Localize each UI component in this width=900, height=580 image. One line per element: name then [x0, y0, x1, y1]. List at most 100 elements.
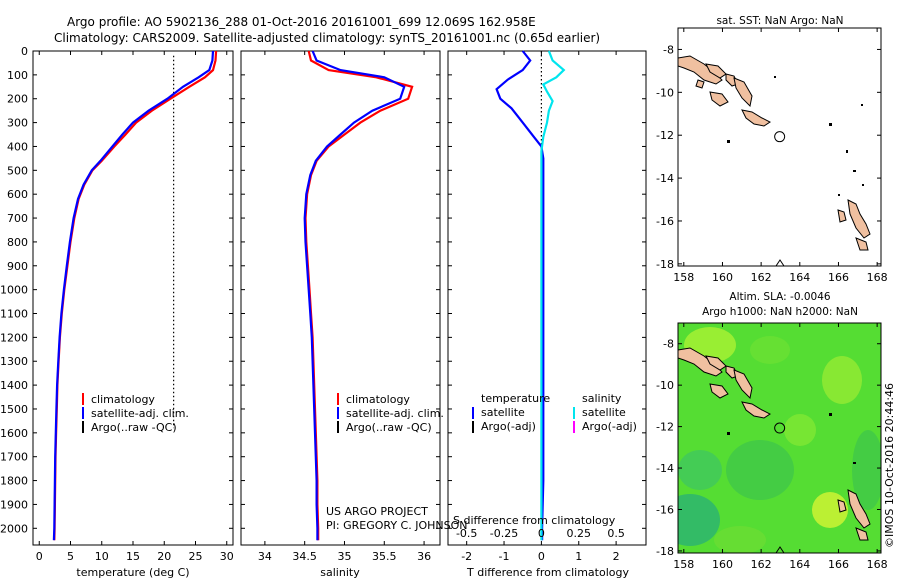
x-tick-label: -2	[461, 550, 472, 563]
island	[705, 355, 727, 371]
figure-title-line1: Argo profile: AO 5902136_288 01-Oct-2016…	[67, 15, 536, 29]
map-x-tick-label: 162	[751, 271, 772, 284]
map-x-tick-label: 166	[828, 271, 849, 284]
map-y-tick-label: -10	[656, 86, 674, 99]
x-tick-label: -1	[499, 550, 510, 563]
x-tick-label: 30	[220, 550, 234, 563]
temperature-panel: 0 5 10 15 20 25 30 temperature (deg C) climato…	[32, 50, 234, 579]
sst-map-ticks: 158 160 162 164 166 168 -8 -10 -12 -14 -16 -18	[656, 28, 888, 284]
float-location-marker	[774, 131, 786, 143]
s-difference-tick-labels: -0.5 -0.25 0 0.25 0.5	[456, 527, 625, 540]
islet	[727, 432, 730, 435]
island	[847, 489, 871, 529]
series-line	[53, 50, 218, 541]
sla-blob	[822, 356, 862, 404]
salinity-panel: 34 34.5 35 35.5 36 salinity climatology sate…	[240, 50, 467, 579]
temperature-series	[52, 50, 218, 541]
islet	[862, 184, 864, 186]
island	[741, 401, 771, 419]
x-tick-label: 0	[538, 550, 545, 563]
map-marker	[775, 259, 785, 266]
islet	[853, 170, 856, 172]
salinity-legend: climatology satellite-adj. clim. Argo(..…	[337, 393, 444, 434]
pressure-tick-label: 0	[21, 45, 28, 58]
map-y-tick-label: -14	[656, 172, 674, 185]
x-tick-label: 2	[613, 550, 620, 563]
legend-argo: Argo(..raw -QC)	[91, 421, 177, 434]
difference-panel: -2 -1 0 1 2 T difference from climatology S …	[447, 50, 647, 579]
island	[678, 347, 723, 377]
x-tick-label: 10	[95, 550, 109, 563]
float-location-marker	[774, 422, 786, 434]
sst-map-frame	[677, 27, 882, 267]
sst-map: sat. SST: NaN Argo: NaN 158 160 162 164 166 1…	[656, 15, 888, 284]
pressure-tick-label: 1600	[0, 427, 28, 440]
island	[837, 209, 847, 223]
map-x-tick-label: 168	[867, 271, 888, 284]
legend-t-satellite: satellite	[481, 406, 525, 419]
series-line	[304, 50, 414, 541]
t-difference-xlabel: T difference from climatology	[466, 566, 629, 579]
island	[837, 499, 847, 513]
pressure-tick-label: 1700	[0, 451, 28, 464]
sla-blob	[678, 494, 720, 546]
map-y-tick-label: -18	[656, 258, 674, 271]
legend-climatology: climatology	[346, 393, 410, 406]
sla-map-frame	[677, 322, 882, 554]
islet	[846, 150, 848, 153]
sla-blob	[726, 440, 794, 500]
figure-title-line2: Climatology: CARS2009. Satellite-adjuste…	[54, 31, 600, 45]
imos-watermark: ©IMOS 10-Oct-2016 20:44:46	[883, 383, 896, 548]
pressure-tick-label: 1900	[0, 498, 28, 511]
pressure-tick-label: 700	[7, 212, 28, 225]
pressure-tick-label: 600	[7, 188, 28, 201]
x-tick-label: 0	[36, 550, 43, 563]
series-line	[303, 50, 406, 541]
pressure-tick-label: 800	[7, 236, 28, 249]
temperature-y-ticks	[33, 50, 233, 529]
legend-satellite-adj: satellite-adj. clim.	[91, 407, 189, 420]
salinity-frame	[240, 50, 441, 546]
sla-blob	[714, 526, 766, 553]
pressure-tick-label: 1800	[0, 475, 28, 488]
map-y-tick-label: -14	[656, 462, 674, 475]
islet	[727, 140, 730, 143]
island	[678, 55, 723, 85]
difference-series	[495, 50, 566, 541]
pressure-tick-label: 200	[7, 93, 28, 106]
map-marker	[775, 546, 785, 553]
island	[733, 369, 753, 400]
sla-blob	[750, 336, 790, 364]
x-tick-label: 25	[189, 550, 203, 563]
islet	[853, 462, 856, 464]
pressure-tick-label: 1300	[0, 355, 28, 368]
pressure-tick-label: 100	[7, 69, 28, 82]
pressure-tick-label: 300	[7, 117, 28, 130]
map-y-tick-label: -16	[656, 503, 674, 516]
island	[855, 527, 869, 541]
islet	[838, 194, 840, 196]
pressure-tick-label: 1500	[0, 403, 28, 416]
pressure-tick-label: 400	[7, 140, 28, 153]
s-difference-label: S difference from climatology	[453, 514, 616, 527]
pressure-tick-label: 1400	[0, 379, 28, 392]
map-x-tick-label: 164	[789, 558, 810, 571]
island	[855, 237, 869, 251]
map-y-tick-label: -16	[656, 215, 674, 228]
map-x-tick-label: 164	[789, 271, 810, 284]
difference-legend: temperature satellite Argo(-adj) salinit…	[472, 392, 637, 433]
map-x-tick-label: 168	[867, 558, 888, 571]
pressure-tick-label: 1000	[0, 284, 28, 297]
x-tick-label: 35.5	[372, 550, 397, 563]
map-y-tick-label: -12	[656, 129, 674, 142]
island	[709, 383, 729, 399]
pressure-tick-label: 2000	[0, 522, 28, 535]
temperature-xlabel: temperature (deg C)	[76, 566, 189, 579]
legend-satellite-adj: satellite-adj. clim.	[346, 407, 444, 420]
sla-map-title2: Argo h1000: NaN h2000: NaN	[702, 306, 858, 318]
islet	[829, 413, 832, 416]
x-tick-label: 35	[337, 550, 351, 563]
legend-argo: Argo(..raw -QC)	[346, 421, 432, 434]
island	[733, 77, 753, 108]
